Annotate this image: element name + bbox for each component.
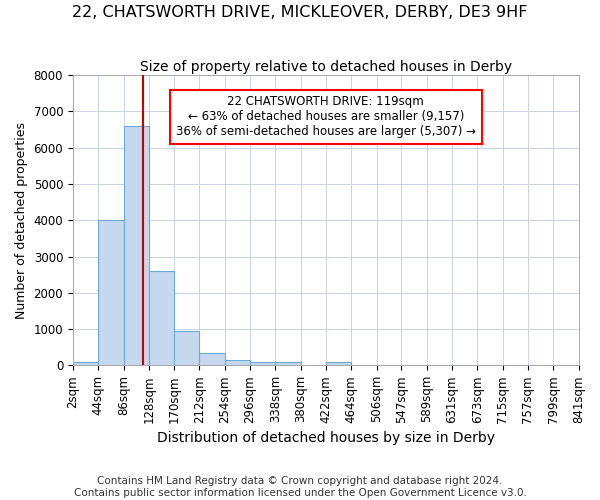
- Bar: [124, 126, 149, 366]
- Bar: [98, 220, 124, 366]
- X-axis label: Distribution of detached houses by size in Derby: Distribution of detached houses by size …: [157, 431, 495, 445]
- Y-axis label: Number of detached properties: Number of detached properties: [15, 122, 28, 318]
- Bar: [326, 362, 352, 366]
- Bar: [149, 271, 174, 366]
- Bar: [275, 362, 301, 366]
- Bar: [174, 331, 199, 366]
- Bar: [199, 354, 225, 366]
- Text: Contains HM Land Registry data © Crown copyright and database right 2024.
Contai: Contains HM Land Registry data © Crown c…: [74, 476, 526, 498]
- Bar: [225, 360, 250, 366]
- Bar: [250, 362, 275, 366]
- Bar: [73, 362, 98, 366]
- Title: Size of property relative to detached houses in Derby: Size of property relative to detached ho…: [140, 60, 512, 74]
- Text: 22 CHATSWORTH DRIVE: 119sqm
← 63% of detached houses are smaller (9,157)
36% of : 22 CHATSWORTH DRIVE: 119sqm ← 63% of det…: [176, 96, 476, 138]
- Text: 22, CHATSWORTH DRIVE, MICKLEOVER, DERBY, DE3 9HF: 22, CHATSWORTH DRIVE, MICKLEOVER, DERBY,…: [72, 5, 528, 20]
